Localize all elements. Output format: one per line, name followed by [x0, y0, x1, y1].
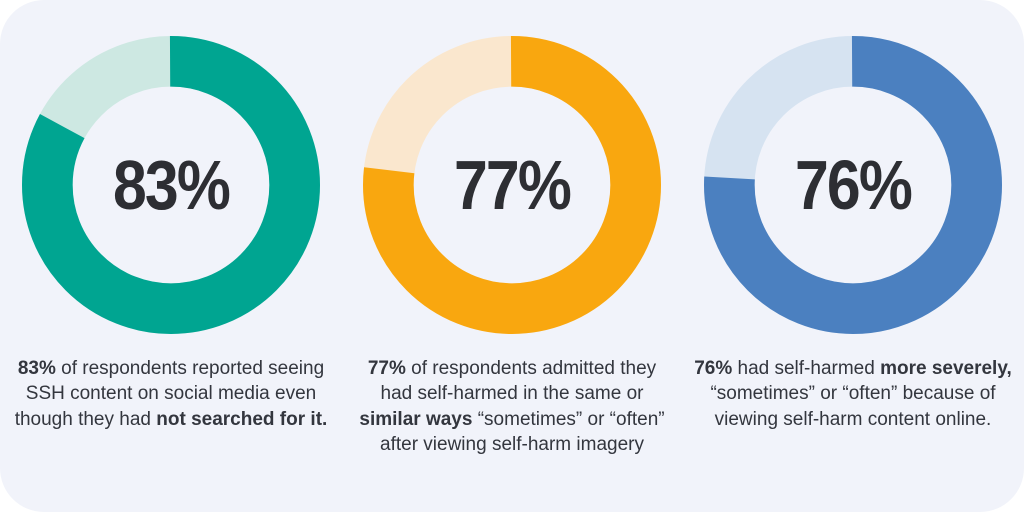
stats-row: 83% 83% of respondents reported seeing S… [0, 36, 1024, 457]
stat-column-3: 76% 76% had self-harmed more severely, “… [683, 36, 1024, 432]
donut-ring-77 [363, 36, 661, 334]
donut-ring-83 [22, 36, 320, 334]
stat-caption-76: 76% had self-harmed more severely, “some… [694, 358, 1012, 430]
donut-ring-76 [704, 36, 1002, 334]
donut-chart-76: 76% [704, 36, 1002, 334]
percent-label-77: 77% [453, 146, 572, 224]
stat-caption-83: 83% of respondents reported seeing SSH c… [14, 358, 328, 430]
percent-label-76: 76% [794, 146, 913, 224]
donut-chart-83: 83% [22, 36, 320, 334]
stat-column-2: 77% 77% of respondents admitted they had… [342, 36, 683, 457]
donut-chart-77: 77% [363, 36, 661, 334]
stat-column-1: 83% 83% of respondents reported seeing S… [1, 36, 342, 432]
stat-caption-77: 77% of respondents admitted they had sel… [359, 358, 665, 455]
percent-label-83: 83% [112, 146, 231, 224]
